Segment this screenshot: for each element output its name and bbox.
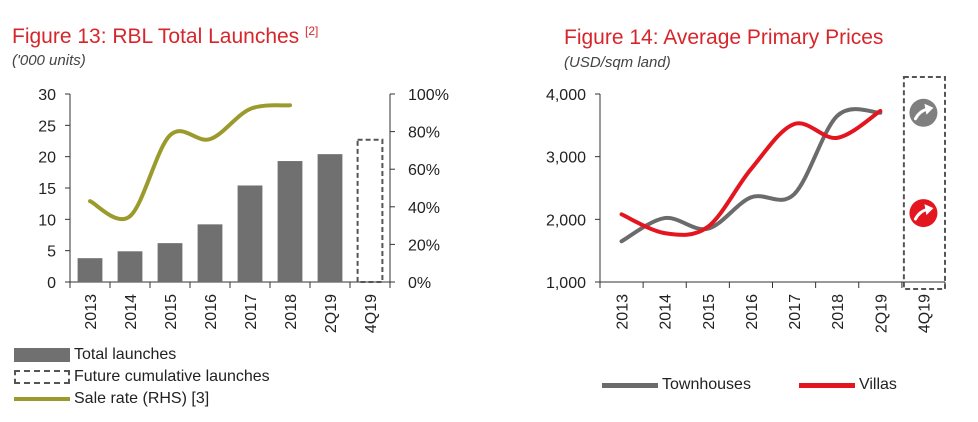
x-tick-label: 2016: [744, 294, 761, 330]
outlook-up-icon: [909, 98, 938, 127]
y2-tick-label: 20%: [408, 237, 440, 254]
x-tick-label: 2Q19: [873, 294, 890, 333]
figure-13-subtitle: ('000 units): [12, 52, 86, 69]
x-tick-label: 2016: [203, 294, 220, 330]
y2-tick-label: 40%: [408, 200, 440, 217]
arrowhead-icon: [924, 204, 934, 216]
legend-swatch-line: [14, 397, 70, 401]
legend-label: Future cumulative launches: [74, 368, 270, 385]
legend-swatch-bar: [14, 348, 70, 362]
x-tick-label: 2018: [283, 294, 300, 330]
x-tick-label: 4Q19: [363, 294, 380, 333]
bar-total-launches: [117, 251, 143, 282]
legend-item-total-launches: Total launches: [14, 344, 270, 366]
bar-total-launches: [277, 161, 303, 282]
bar-total-launches: [317, 154, 343, 282]
line-townhouses: [619, 107, 883, 244]
x-tick-label: 4Q19: [916, 294, 933, 333]
bar-total-launches: [197, 224, 223, 282]
x-tick-label: 2018: [830, 294, 847, 330]
bar-total-launches: [237, 185, 263, 282]
figure-13-title-ref: [2]: [305, 24, 319, 38]
y-tick-label: 10: [38, 212, 56, 229]
x-tick-label: 2014: [658, 294, 675, 330]
y2-tick-label: 100%: [408, 87, 449, 104]
legend-swatch-line: [798, 382, 855, 388]
x-tick-label: 2013: [83, 294, 100, 330]
y-tick-label: 3,000: [546, 150, 586, 167]
legend-label: Villas: [858, 376, 897, 393]
y-tick-label: 1,000: [546, 275, 586, 292]
figure-14-legend: Townhouses Villas: [602, 374, 897, 396]
figure-13-title: Figure 13: RBL Total Launches [2]: [12, 24, 319, 48]
legend-swatch-dashed: [14, 370, 70, 384]
outlook-up-icon: [909, 199, 938, 228]
y2-tick-label: 60%: [408, 162, 440, 179]
x-tick-label: 2014: [123, 294, 140, 330]
legend-swatch-line: [602, 382, 658, 388]
y-tick-label: 15: [38, 181, 56, 198]
y2-tick-label: 0%: [408, 275, 431, 292]
y-tick-label: 25: [38, 118, 56, 135]
y-tick-label: 0: [47, 275, 56, 292]
line-sale-rate: [88, 103, 292, 221]
x-tick-label: 2013: [615, 294, 632, 330]
y-tick-label: 30: [38, 87, 56, 104]
x-tick-label: 2015: [701, 294, 718, 330]
y-tick-label: 5: [47, 244, 56, 261]
figure-13-legend: Total launches Future cumulative launche…: [14, 344, 270, 410]
x-tick-label: 2015: [163, 294, 180, 330]
x-tick-label: 2Q19: [323, 294, 340, 333]
y2-tick-label: 80%: [408, 125, 440, 142]
x-tick-label: 2017: [787, 294, 804, 330]
y-tick-label: 20: [38, 150, 56, 167]
legend-item-villas: Villas: [798, 374, 897, 396]
legend-label: Sale rate (RHS) [3]: [74, 390, 210, 407]
forecast-box: [902, 76, 946, 290]
figure-14-title: Figure 14: Average Primary Prices: [564, 26, 884, 49]
bar-total-launches: [77, 258, 103, 282]
figure-14-subtitle: (USD/sqm land): [564, 54, 671, 71]
legend-item-sale-rate: Sale rate (RHS) [3]: [14, 388, 270, 410]
arrowhead-icon: [924, 103, 934, 115]
y-tick-label: 2,000: [546, 212, 586, 229]
legend-item-future-launches: Future cumulative launches: [14, 366, 270, 388]
bar-total-launches: [157, 243, 183, 282]
bar-future-launches: [356, 138, 384, 283]
x-tick-label: 2017: [243, 294, 260, 330]
y-tick-label: 4,000: [546, 87, 586, 104]
legend-label: Townhouses: [662, 376, 751, 393]
legend-item-townhouses: Townhouses: [602, 374, 751, 396]
line-villas: [619, 108, 883, 237]
legend-label: Total launches: [74, 346, 177, 363]
